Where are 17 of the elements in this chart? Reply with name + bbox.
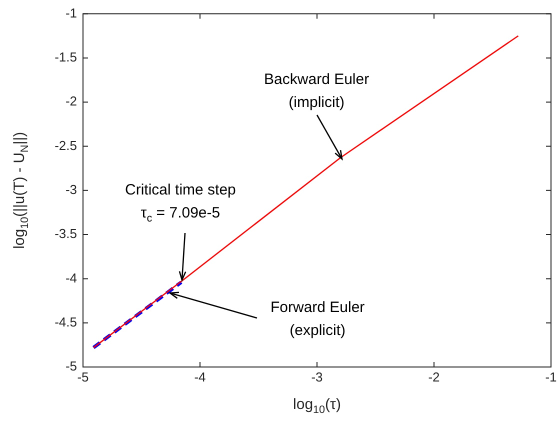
x-tick-label: -3 <box>311 369 323 384</box>
y-axis-title: log10(||u(T) - UN||) <box>11 132 32 249</box>
y-tick-label: -4.5 <box>54 314 77 330</box>
y-tick-label: -5 <box>65 358 77 374</box>
y-tick-label: -1.5 <box>54 50 77 65</box>
x-tick-label: -1 <box>545 369 557 384</box>
y-tick-label: -4 <box>65 270 77 286</box>
y-tick-label: -1 <box>65 5 77 20</box>
x-tick-label: -5 <box>77 369 89 384</box>
annotation: Forward Euler (explicit) <box>270 298 365 339</box>
annotation: Backward Euler (implicit) <box>264 70 370 111</box>
x-tick-label: -4 <box>194 369 206 384</box>
y-tick-label: -3 <box>65 182 77 197</box>
y-tick-label: -3.5 <box>54 226 77 242</box>
y-tick-label: -2.5 <box>54 138 77 153</box>
x-tick-label: -2 <box>428 369 440 384</box>
y-tick-label: -2 <box>65 94 77 109</box>
